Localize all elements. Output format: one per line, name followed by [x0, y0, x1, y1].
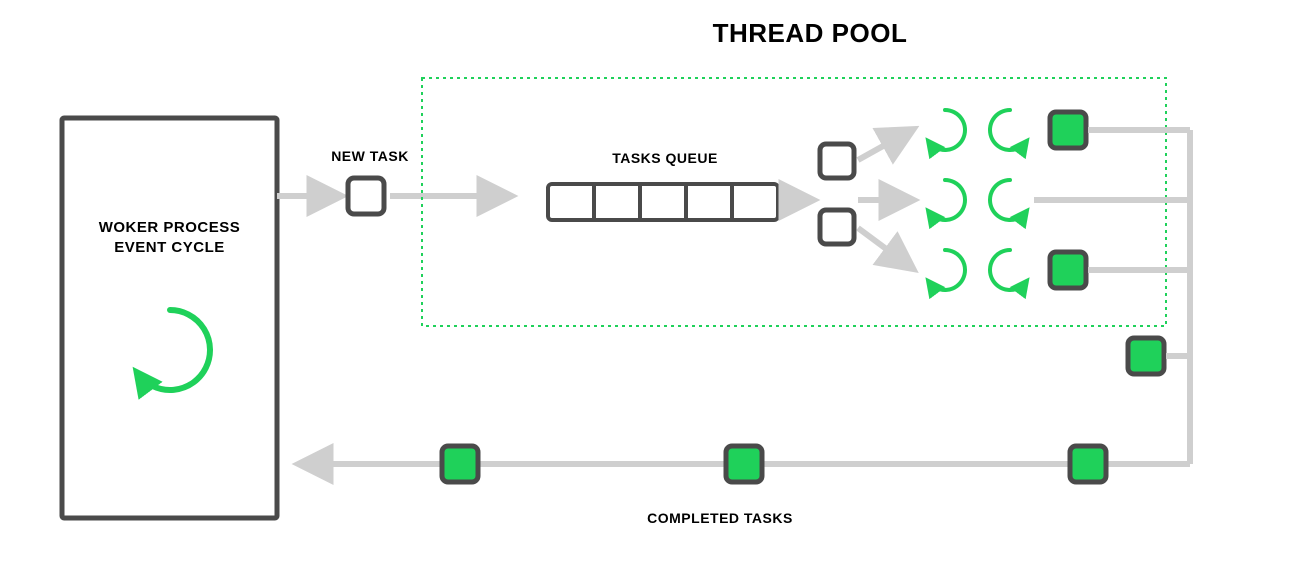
cycle-icon — [990, 250, 1026, 290]
done-box-return-2 — [726, 446, 762, 482]
cycle-icon — [138, 310, 210, 390]
cycle-icon — [929, 250, 965, 290]
new-task-box — [348, 178, 384, 214]
worker-box — [62, 118, 277, 518]
tasks-queue — [548, 184, 778, 220]
done-box-pool-2 — [1050, 252, 1086, 288]
split-box-1 — [820, 144, 854, 178]
done-box-return-3 — [442, 446, 478, 482]
done-box-pool-1 — [1050, 112, 1086, 148]
cycle-icon — [990, 110, 1026, 150]
cycle-icon — [990, 180, 1026, 220]
cycle-icon — [929, 110, 965, 150]
done-box-side — [1128, 338, 1164, 374]
done-box-return-1 — [1070, 446, 1106, 482]
cycle-icon — [929, 180, 965, 220]
arrow-fanout-3 — [858, 228, 912, 268]
diagram-canvas — [0, 0, 1306, 583]
thread-cycles — [929, 110, 1026, 290]
arrow-fanout-1 — [858, 130, 912, 160]
split-box-2 — [820, 210, 854, 244]
